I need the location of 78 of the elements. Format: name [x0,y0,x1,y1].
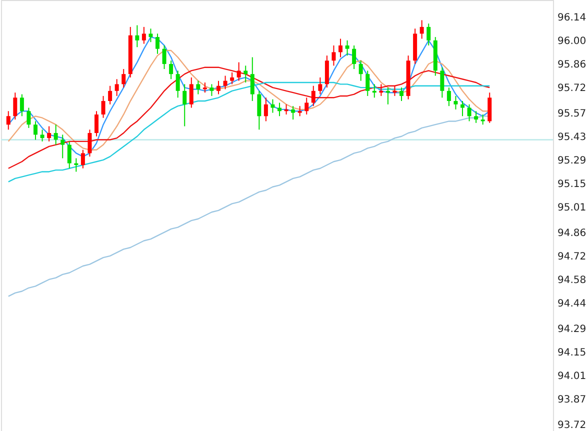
candlestick [324,55,329,88]
candlestick [298,106,302,117]
y-tick-label: 95.15 [558,179,586,190]
candlestick [318,76,322,95]
candlestick [236,62,241,82]
candlestick [148,28,153,43]
candlestick [67,140,72,169]
candlestick [311,85,316,107]
candlestick [169,60,174,80]
y-tick-label: 93.87 [558,394,586,406]
candlestick [400,87,404,102]
candlestick [122,68,126,88]
candlestick [189,76,194,108]
candlestick [60,134,65,159]
candlestick [20,94,24,117]
candlestick [440,66,444,98]
candlestick [488,92,492,124]
candlestick [210,84,214,96]
y-tick-label: 94.29 [558,324,586,335]
y-tick-label: 95.72 [558,83,586,94]
candlestick [54,124,58,146]
candlestick [467,104,472,122]
y-tick-label: 95.01 [558,202,586,214]
candlestick [47,126,52,142]
y-tick-label: 94.15 [558,347,586,358]
candlestick [420,20,424,40]
y-tick-label: 94.72 [558,251,586,262]
candlestick [358,60,363,82]
candlestick [80,149,85,169]
candlestick [135,24,140,48]
candlestick [176,70,180,98]
candlestick [182,84,187,127]
candlestick [88,129,92,158]
candlestick [94,110,98,137]
y-tick-label: 95.86 [558,59,586,70]
candlestick [230,72,234,85]
candlestick [332,44,336,66]
candlestick [264,97,268,122]
candlestick [474,110,478,124]
candlestick [352,44,356,70]
y-tick-label: 94.58 [558,274,586,286]
candlestick [304,97,309,115]
y-tick-label: 96.14 [558,12,586,24]
candlestick [196,80,200,95]
candlestick [345,40,350,56]
y-tick-label: 94.01 [558,370,586,382]
candlestick [26,107,31,128]
line-series [8,66,490,169]
candlestick [426,23,431,46]
candlestick [291,106,296,120]
candlestick [460,100,464,117]
candlestick [13,92,18,120]
y-tick-label: 95.57 [558,108,586,120]
y-tick-label: 93.72 [558,420,586,431]
candlestick [257,90,262,130]
candlestick [270,98,275,114]
candlestick [338,38,342,58]
candlestick [162,44,166,70]
candlestick [101,95,106,118]
candlestick [250,56,254,102]
candlestick [446,87,451,107]
y-tick-label: 96.00 [558,36,586,47]
candlestick [34,120,38,140]
candlestick [366,70,370,96]
candlestick [108,85,112,105]
y-tick-label: 94.44 [558,298,586,310]
candlestick [454,95,458,110]
y-tick-label: 95.43 [558,132,586,143]
candlestick [6,110,10,130]
y-tick-label: 94.86 [558,228,586,239]
candlestick [40,129,44,142]
candlestick [244,65,248,83]
candlestick [216,80,220,95]
candlestick [156,33,160,54]
y-tick-label: 95.29 [558,155,586,166]
candlestick [114,78,119,96]
candlestick [142,26,146,44]
candlestick [223,75,228,90]
